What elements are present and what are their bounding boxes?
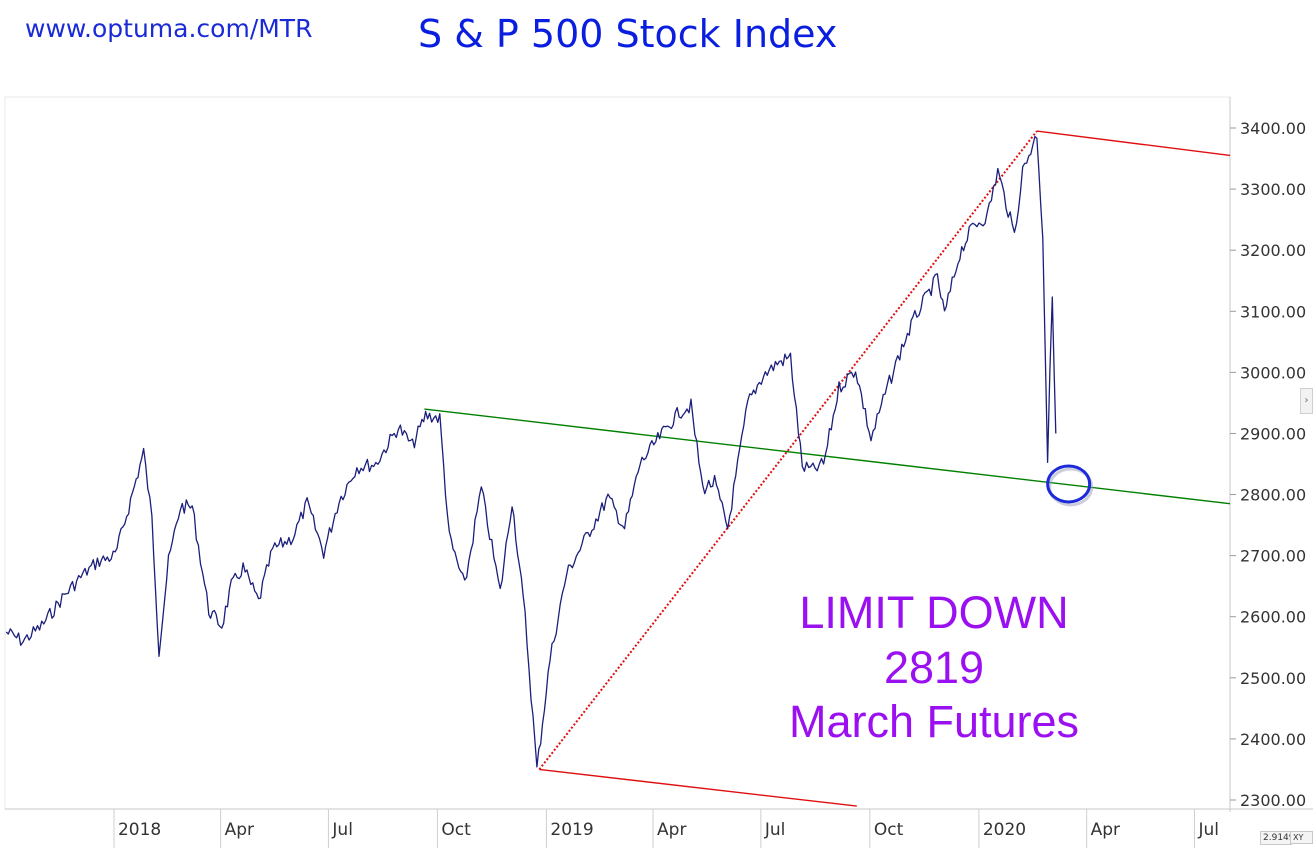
x-tick-label: Apr [657,820,686,840]
marker-shadow [1048,467,1094,507]
x-tick-label: Oct [874,820,904,840]
x-axis-ticks: 2018 Apr Jul Oct 2019 Apr Jul Oct 2020 Apr Jul [113,809,1219,848]
annotation-line-0: LIMIT DOWN [799,587,1068,638]
y-axis-ticks: 3400.00 3300.00 3200.00 3100.00 3000.00 2900.… [1230,119,1306,810]
y-tick-label: 2400.00 [1240,730,1306,749]
annotation-line-2: March Futures [789,696,1079,747]
y-tick-label: 2900.00 [1240,424,1306,443]
header-url[interactable]: www.optuma.com/MTR [25,14,313,43]
x-tick-label: Apr [1091,820,1120,840]
x-tick-label: Jul [1197,820,1219,840]
y-tick-label: 2600.00 [1240,608,1306,627]
trendlines [424,130,1231,807]
y-tick-label: 2300.00 [1240,791,1306,810]
trendline-0 [424,408,1231,505]
chart-title: S & P 500 Stock Index [418,12,838,56]
trendline-2 [1036,130,1231,157]
y-tick-label: 3000.00 [1240,363,1306,382]
x-tick-label: Jul [764,820,786,840]
y-tick-label: 2700.00 [1240,547,1306,566]
y-tick-label: 3100.00 [1240,302,1306,321]
y-tick-label: 2500.00 [1240,669,1306,688]
trendline-3 [539,768,857,807]
trendline-1 [538,130,1038,771]
x-tick-label: 2018 [118,820,161,840]
x-tick-label: Oct [441,820,471,840]
scroll-right-handle[interactable]: › [1300,388,1313,414]
x-tick-label: Jul [331,820,353,840]
limit-down-marker [1046,464,1092,504]
y-tick-label: 3400.00 [1240,119,1306,138]
x-tick-label: 2019 [550,820,593,840]
y-tick-label: 2800.00 [1240,486,1306,505]
y-tick-label: 3200.00 [1240,241,1306,260]
cursor-readout: 2.9149803 [1260,831,1292,845]
price-series [5,135,1057,768]
series-line-0 [5,135,1057,768]
plot-area [4,96,1231,810]
xy-toggle-button[interactable]: XY [1290,831,1313,844]
x-tick-label: Apr [225,820,254,840]
y-tick-label: 3300.00 [1240,180,1306,199]
x-tick-label: 2020 [983,820,1026,840]
annotation-line-1: 2819 [884,642,984,693]
marker-layer [1046,464,1094,507]
